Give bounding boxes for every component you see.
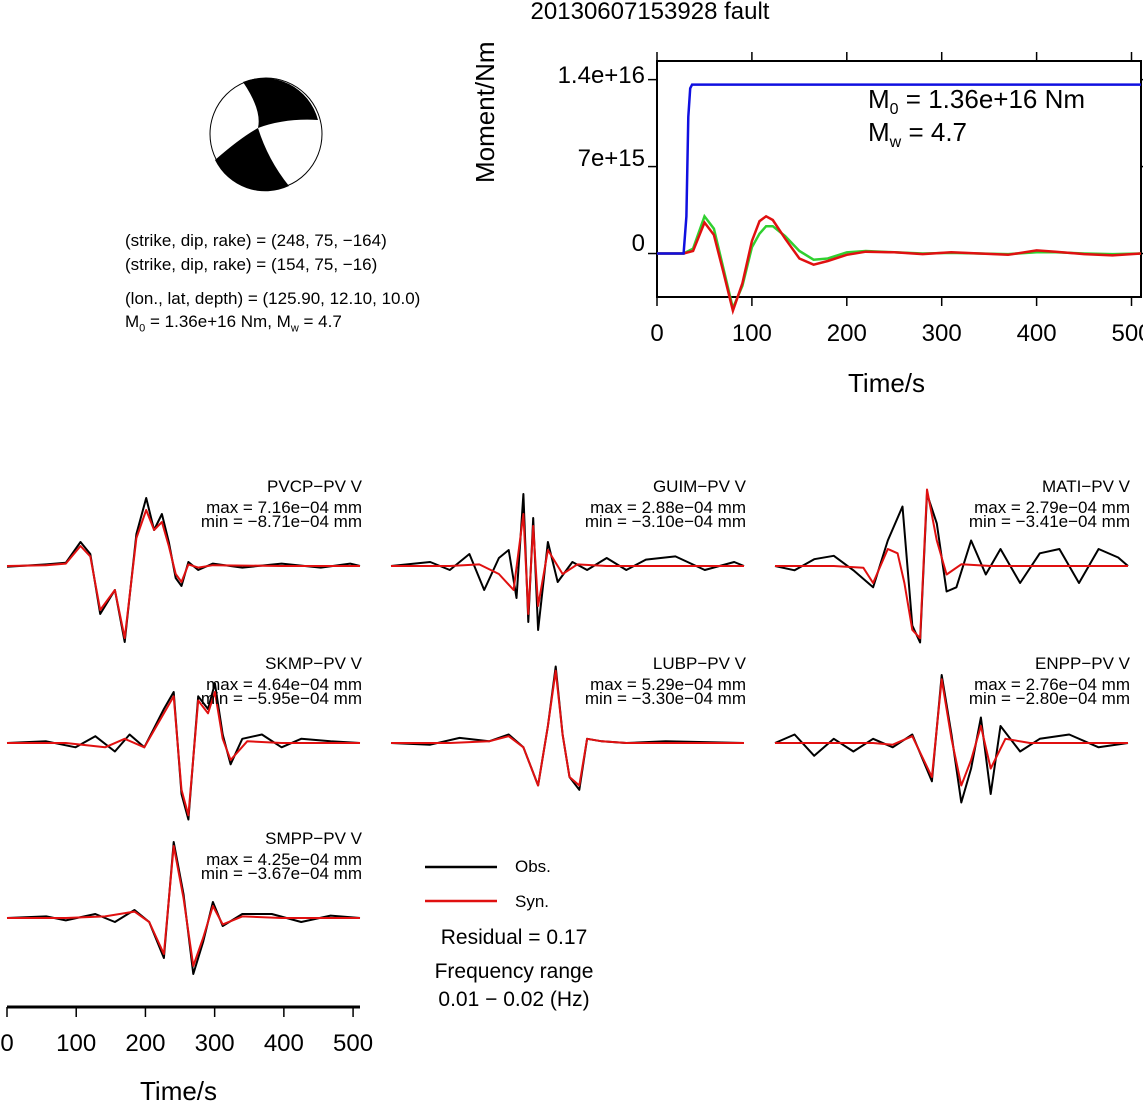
waveform-xtick-label: 300	[175, 1032, 255, 1056]
waveform-xtick-label: 400	[244, 1032, 324, 1056]
station-name: SKMP−PV V	[265, 655, 362, 672]
station-name: MATI−PV V	[1042, 478, 1130, 495]
station-min: min = −2.80e−04 mm	[969, 690, 1130, 707]
station-min: min = −3.30e−04 mm	[585, 690, 746, 707]
waveform-xtick-label: 100	[36, 1032, 116, 1056]
station-min: min = −8.71e−04 mm	[201, 513, 362, 530]
station-name: ENPP−PV V	[1035, 655, 1130, 672]
station-min: min = −3.10e−04 mm	[585, 513, 746, 530]
station-min: min = −3.67e−04 mm	[201, 865, 362, 882]
waveform-xtick-label: 200	[105, 1032, 185, 1056]
station-min: min = −3.41e−04 mm	[969, 513, 1130, 530]
legend-syn-label: Syn.	[515, 893, 549, 910]
legend-obs-label: Obs.	[515, 858, 551, 875]
station-name: LUBP−PV V	[653, 655, 746, 672]
station-name: PVCP−PV V	[267, 478, 362, 495]
residual-text: Residual = 0.17	[384, 927, 644, 948]
legend-swatches	[425, 867, 497, 901]
frequency-range-label: Frequency range	[384, 961, 644, 982]
station-name: GUIM−PV V	[653, 478, 746, 495]
synthetic-trace	[7, 692, 360, 815]
station-min: min = −5.95e−04 mm	[201, 690, 362, 707]
station-name: SMPP−PV V	[265, 830, 362, 847]
frequency-range-value: 0.01 − 0.02 (Hz)	[384, 989, 644, 1010]
waveform-xtick-label: 500	[313, 1032, 393, 1056]
waveform-time-axis	[7, 1007, 360, 1017]
waveform-xlabel: Time/s	[140, 1078, 217, 1104]
